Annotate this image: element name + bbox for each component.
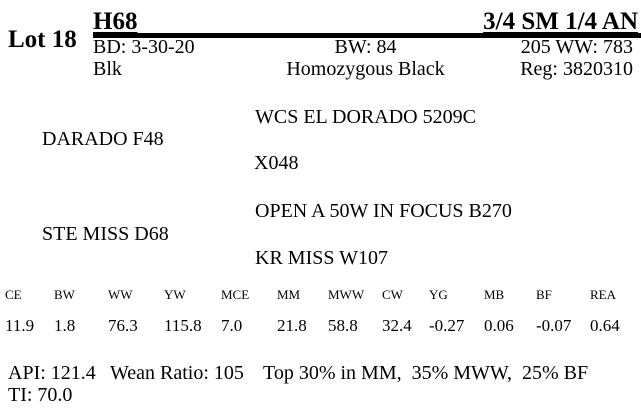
epd-header-mb: MB	[484, 287, 505, 302]
epd-value-mm: 21.8	[277, 316, 307, 335]
epd-value-mb: 0.06	[484, 316, 514, 335]
pedigree-sire-sire: WCS EL DORADO 5209C	[255, 106, 476, 128]
epd-header-yw: YW	[164, 287, 186, 302]
epd-value-row: 11.9 1.8 76.3 115.8 7.0 21.8 58.8 32.4 -…	[0, 317, 641, 337]
registration-number: Reg: 3820310	[520, 58, 633, 80]
adjusted-weaning-weight: 205 WW: 783	[520, 36, 633, 58]
pedigree-dam-dam: KR MISS W107	[255, 247, 388, 269]
epd-value-bf: -0.07	[536, 316, 572, 335]
animal-tattoo: H68	[93, 8, 138, 35]
birth-weight: BW: 84	[334, 36, 397, 58]
epd-value-yg: -0.27	[429, 316, 465, 335]
epd-header-bf: BF	[536, 287, 552, 302]
pedigree-dam: STE MISS D68	[42, 223, 169, 245]
epd-header-rea: REA	[590, 287, 616, 302]
epd-value-cw: 32.4	[382, 316, 412, 335]
genetic-status: Homozygous Black	[286, 58, 445, 80]
epd-header-bw: BW	[54, 287, 75, 302]
header-divider-rule	[93, 33, 641, 38]
percentile-rankings: Top 30% in MM, 35% MWW, 25% BF	[263, 362, 589, 384]
epd-value-ww: 76.3	[108, 316, 138, 335]
api-index: API: 121.4	[8, 362, 96, 384]
epd-header-mce: MCE	[221, 287, 250, 302]
epd-value-mww: 58.8	[328, 316, 358, 335]
epd-header-ce: CE	[5, 287, 22, 302]
epd-header-row: CE BW WW YW MCE MM MWW CW YG MB BF REA	[0, 288, 641, 308]
pedigree-dam-sire: OPEN A 50W IN FOCUS B270	[255, 200, 512, 222]
breed-composition: 3/4 SM 1/4 AN	[483, 8, 638, 35]
epd-value-yw: 115.8	[164, 316, 202, 335]
pedigree-sire-dam: X048	[254, 152, 299, 174]
epd-header-cw: CW	[382, 287, 403, 302]
pedigree-sire: DARADO F48	[42, 128, 164, 150]
epd-header-ww: WW	[108, 287, 133, 302]
epd-value-bw: 1.8	[54, 316, 76, 335]
coat-color: Blk	[93, 58, 122, 80]
wean-ratio: Wean Ratio: 105	[110, 362, 244, 384]
epd-header-mww: MWW	[328, 287, 365, 302]
epd-header-yg: YG	[429, 287, 448, 302]
ti-index: TI: 70.0	[8, 384, 73, 406]
lot-number: Lot 18	[8, 26, 77, 53]
epd-value-rea: 0.64	[590, 316, 620, 335]
epd-value-mce: 7.0	[221, 316, 243, 335]
epd-header-mm: MM	[277, 287, 301, 302]
epd-value-ce: 11.9	[5, 316, 35, 335]
birth-date: BD: 3-30-20	[93, 36, 195, 58]
